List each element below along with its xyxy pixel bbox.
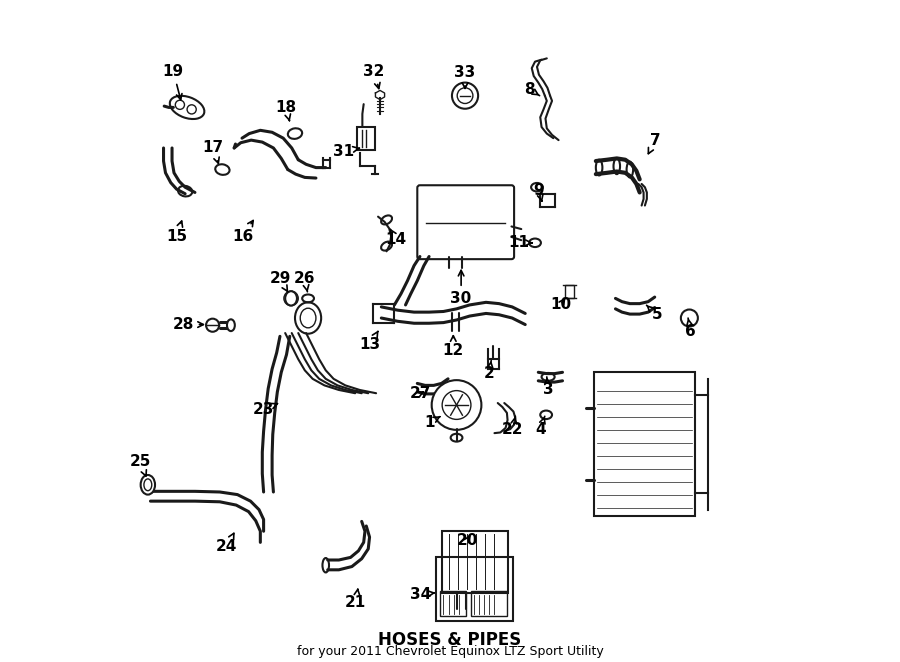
Text: 2: 2: [484, 361, 495, 381]
Text: 6: 6: [685, 318, 696, 338]
Bar: [436, 557, 513, 621]
Circle shape: [432, 380, 482, 430]
Text: 5: 5: [646, 305, 662, 322]
Text: 8: 8: [524, 81, 540, 97]
Text: for your 2011 Chevrolet Equinox LTZ Sport Utility: for your 2011 Chevrolet Equinox LTZ Spor…: [297, 645, 603, 658]
Text: 11: 11: [508, 235, 532, 250]
Bar: [357, 127, 375, 150]
Text: 14: 14: [386, 229, 407, 247]
Text: 23: 23: [253, 402, 277, 417]
Text: 9: 9: [534, 183, 544, 201]
Text: 26: 26: [294, 271, 316, 292]
Text: 19: 19: [163, 64, 184, 100]
Text: 20: 20: [456, 533, 478, 548]
Text: 31: 31: [333, 144, 360, 159]
FancyBboxPatch shape: [418, 185, 514, 259]
Text: 13: 13: [360, 331, 381, 352]
Ellipse shape: [295, 303, 321, 334]
Bar: [440, 591, 466, 616]
Text: 7: 7: [648, 132, 661, 154]
Text: 21: 21: [346, 589, 366, 610]
Text: 1: 1: [424, 415, 440, 430]
Text: 34: 34: [410, 587, 435, 602]
Circle shape: [452, 83, 478, 109]
Text: 32: 32: [364, 64, 385, 89]
Ellipse shape: [227, 319, 235, 331]
Bar: [471, 591, 507, 616]
Ellipse shape: [170, 96, 204, 119]
Ellipse shape: [140, 475, 155, 495]
Text: 3: 3: [543, 377, 553, 397]
Text: 15: 15: [166, 221, 187, 244]
Text: 16: 16: [232, 220, 253, 244]
Text: 10: 10: [550, 297, 572, 312]
Text: 22: 22: [502, 416, 524, 437]
Text: 18: 18: [275, 100, 296, 120]
Bar: [594, 372, 696, 516]
Text: HOSES & PIPES: HOSES & PIPES: [378, 632, 522, 649]
Text: 17: 17: [202, 140, 224, 164]
Text: 28: 28: [173, 317, 203, 332]
Text: 12: 12: [443, 336, 464, 358]
Text: 24: 24: [216, 534, 237, 554]
Text: 29: 29: [269, 271, 291, 292]
Text: 33: 33: [454, 66, 476, 89]
Text: 30: 30: [451, 270, 472, 306]
Bar: [565, 285, 573, 299]
Bar: [442, 530, 508, 592]
Text: 25: 25: [130, 454, 150, 476]
Text: 27: 27: [410, 386, 431, 401]
Text: 4: 4: [535, 416, 545, 437]
